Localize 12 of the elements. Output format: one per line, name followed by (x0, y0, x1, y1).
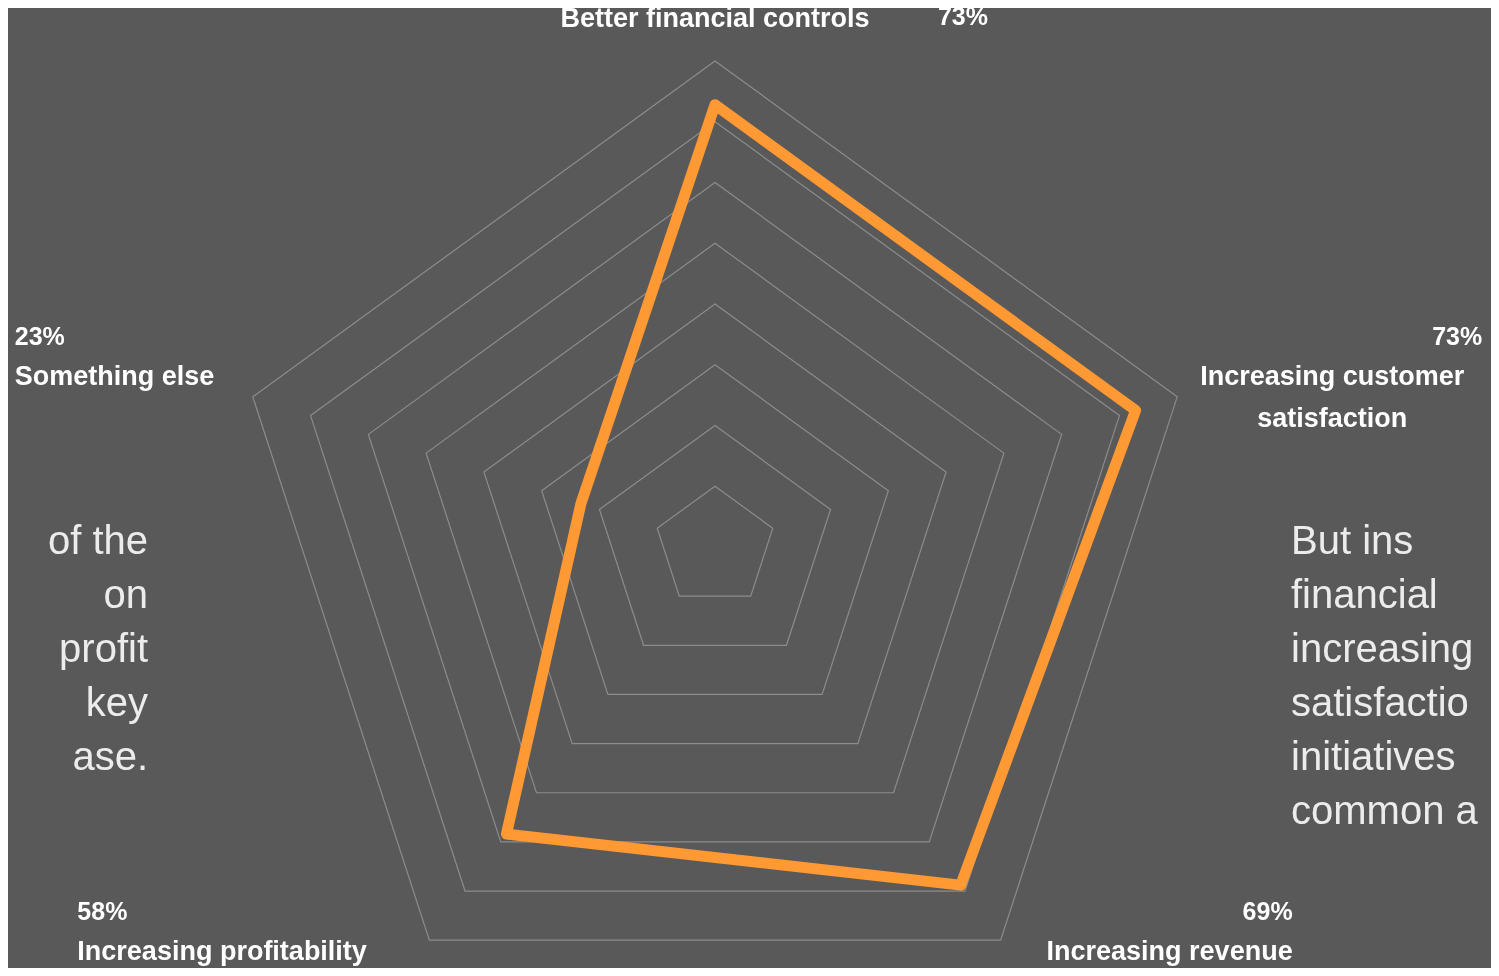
spoke-label: Something else (14, 360, 215, 391)
text: 58% (77, 897, 128, 926)
spoke-label: Increasing customer satisfaction (1200, 360, 1465, 433)
text: 69% (1242, 897, 1293, 926)
text: But ins financial increasing satisfactio initiatives common a (1291, 517, 1479, 834)
text: 23% (14, 321, 65, 350)
spoke-label: Better financial controls (560, 3, 870, 33)
text: of the on profit key ase. (46, 517, 148, 780)
text: 73% (1432, 321, 1483, 350)
spoke-label: Increasing revenue (1046, 936, 1293, 967)
text: 73% (937, 2, 989, 30)
spoke-label: Increasing profitability (77, 936, 367, 967)
